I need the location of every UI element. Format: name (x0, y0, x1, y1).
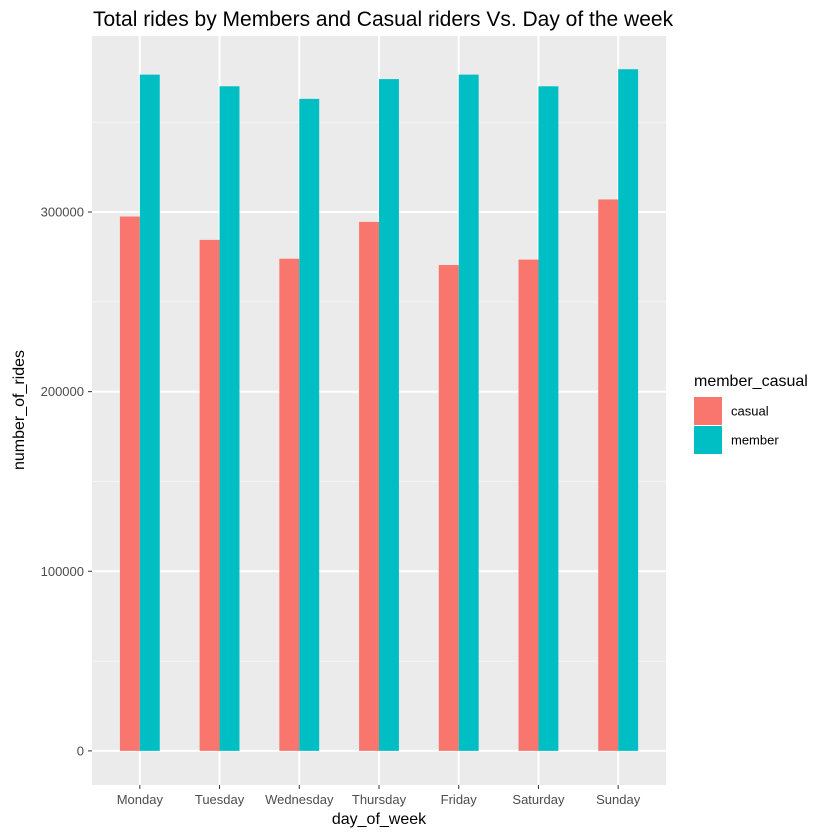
x-tick-label-thursday: Thursday (352, 792, 407, 807)
bars-group (119, 69, 639, 751)
y-axis-ticks: 0 100000 200000 300000 (41, 205, 92, 758)
y-tick-label: 200000 (41, 384, 84, 399)
bar-member-saturday (538, 86, 559, 751)
bar-member-monday (139, 74, 160, 751)
bar-casual-wednesday (279, 258, 300, 751)
x-tick-label-wednesday: Wednesday (265, 792, 334, 807)
legend: member_casual casual member (694, 373, 808, 454)
bar-casual-saturday (518, 259, 539, 751)
y-axis-title: number_of_rides (11, 350, 28, 470)
legend-label-casual: casual (731, 404, 769, 419)
y-tick-label: 100000 (41, 564, 84, 579)
legend-items: casual member (694, 397, 779, 454)
x-tick-label-sunday: Sunday (596, 792, 641, 807)
x-axis-ticks: Monday Tuesday Wednesday Thursday Friday Satu… (117, 785, 641, 807)
legend-label-member: member (731, 433, 779, 448)
x-axis-title: day_of_week (332, 811, 427, 828)
bar-casual-thursday (359, 221, 379, 751)
legend-key-member (694, 426, 722, 454)
bar-member-friday (458, 74, 479, 751)
x-tick-label-tuesday: Tuesday (195, 792, 245, 807)
bar-casual-sunday (598, 199, 619, 751)
bar-member-wednesday (299, 98, 320, 751)
x-tick-label-saturday: Saturday (512, 792, 565, 807)
bar-member-tuesday (219, 86, 240, 751)
x-tick-label-friday: Friday (441, 792, 478, 807)
bar-casual-monday (119, 216, 140, 751)
bar-casual-tuesday (199, 239, 220, 751)
chart-title: Total rides by Members and Casual riders… (93, 8, 674, 31)
x-tick-label-monday: Monday (117, 792, 164, 807)
y-tick-label: 0 (77, 743, 84, 758)
bar-member-thursday (379, 79, 399, 751)
legend-key-casual (694, 397, 722, 425)
legend-title: member_casual (694, 373, 808, 390)
bar-member-sunday (618, 69, 639, 751)
y-tick-label: 300000 (41, 205, 84, 220)
bar-casual-friday (438, 265, 459, 751)
